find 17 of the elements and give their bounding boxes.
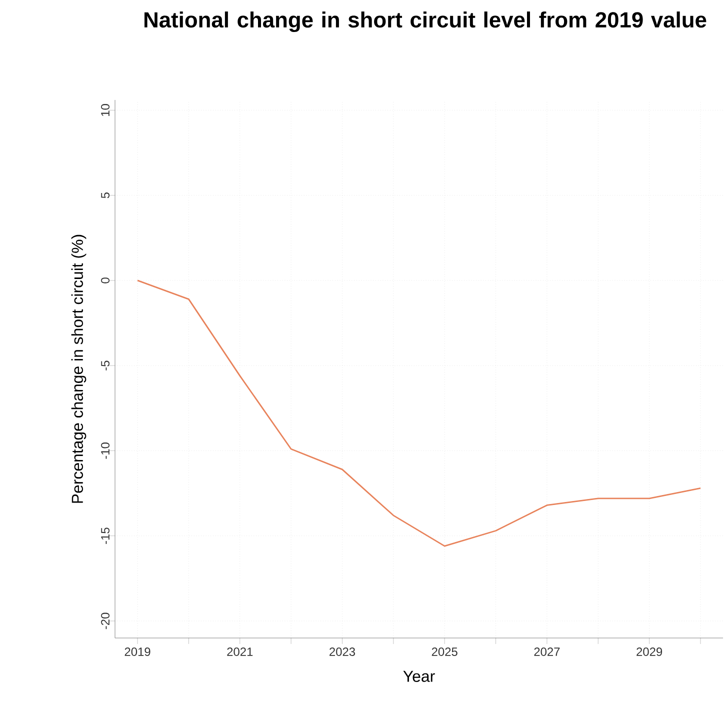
y-tick-label: -15 (101, 528, 110, 544)
y-tick-label: 5 (101, 192, 110, 198)
y-tick-label: 10 (101, 104, 110, 116)
y-tick-label: 0 (101, 278, 110, 284)
line-series (136, 280, 702, 547)
y-tick-label: -20 (101, 612, 110, 630)
x-tick-label: 2019 (124, 648, 150, 656)
y-tick-label: -5 (101, 360, 110, 370)
y-axis-title: Percentage change in short circuit (%) (71, 234, 86, 503)
x-tick-label: 2021 (227, 648, 253, 656)
x-tick-label: 2029 (636, 648, 662, 656)
chart-title: National change in short circuit level from 2019 value (144, 12, 706, 32)
x-axis-title: Year (403, 670, 435, 682)
x-tick-label: 2025 (432, 648, 458, 656)
x-tick-label: 2027 (534, 648, 560, 656)
x-tick-label: 2023 (330, 648, 356, 656)
y-tick-label: -10 (101, 442, 110, 459)
